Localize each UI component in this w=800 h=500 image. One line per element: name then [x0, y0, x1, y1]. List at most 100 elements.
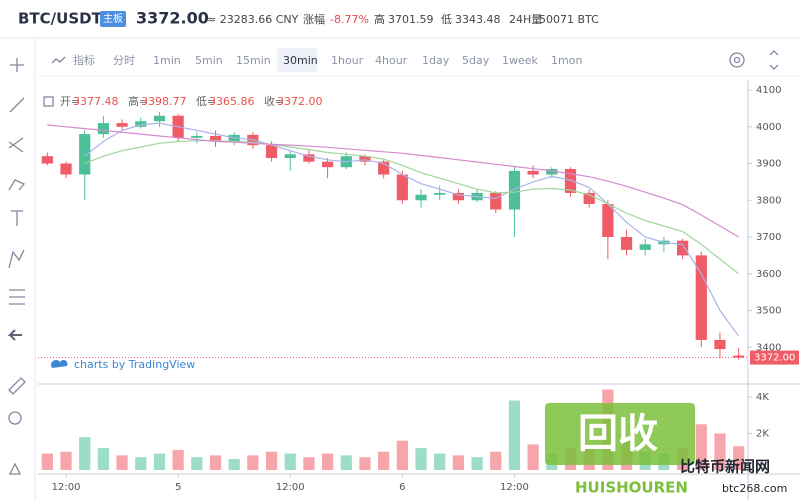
crosshair-tool[interactable]: [10, 58, 24, 72]
logo-site: 比特币新闻网: [680, 458, 770, 476]
interval-button[interactable]: 1mon: [551, 54, 582, 67]
symbol[interactable]: BTC/USDT: [18, 10, 103, 28]
volume-bar: [153, 453, 166, 470]
interval-button[interactable]: 5min: [195, 54, 223, 67]
x-tick-label: 6: [399, 482, 405, 493]
volume-bar: [322, 453, 334, 470]
candle-body: [396, 174, 408, 201]
candle-body: [714, 339, 726, 350]
candle-body: [733, 355, 745, 358]
logo-brand: HUISHOUREN: [575, 479, 688, 497]
candle-body: [639, 244, 651, 250]
candle-body: [546, 169, 558, 175]
interval-button[interactable]: 分时: [113, 54, 135, 67]
y-tick-label: 3600: [756, 269, 781, 280]
candle-body: [191, 135, 203, 138]
volume-bar: [415, 448, 427, 470]
y-tick-label: 3900: [756, 159, 781, 170]
candle-body: [527, 170, 539, 175]
toolbar: 指标 分时 1min 5min 15min 30min 1hour 4hour 1day 5day…: [73, 53, 582, 67]
last-price-tag: [750, 350, 799, 365]
legend-value: 3398.77: [141, 95, 187, 108]
volume-label: 24H量: [509, 13, 542, 26]
ohlc-legend: 开=3377.48 高=3398.77 低=3365.86 收=3372.00: [60, 94, 323, 108]
active-interval: [277, 48, 317, 72]
y-tick-label: 4100: [756, 85, 781, 96]
volume-bar: [265, 451, 278, 470]
volume-bar: [359, 457, 371, 470]
interval-button[interactable]: 30min: [283, 54, 318, 67]
volume-bar: [135, 457, 147, 470]
pattern-tool[interactable]: [8, 249, 25, 269]
volume-bar: [508, 400, 521, 470]
volume-bar: [340, 455, 352, 470]
brush-tool[interactable]: [8, 179, 26, 191]
volume-bar: [284, 453, 296, 470]
candle-body: [116, 123, 128, 127]
candle-body: [620, 237, 633, 250]
volume-bar: [191, 457, 203, 470]
lock-tool[interactable]: [8, 462, 22, 475]
volume-bar: [247, 455, 259, 470]
legend-label: 开=: [60, 95, 80, 108]
candle-body: [135, 121, 147, 127]
moving-average: [47, 124, 740, 238]
zoom-tool[interactable]: [8, 411, 22, 425]
volume-bar: [378, 451, 390, 470]
logo-big: 回收: [578, 411, 658, 457]
x-tick-label: 12:00: [500, 482, 529, 493]
volume-bar: [228, 459, 240, 470]
back-tool[interactable]: [7, 329, 22, 341]
volume-bar: [714, 433, 726, 470]
moving-average: [84, 140, 740, 275]
candle-body: [284, 154, 296, 159]
ruler-tool[interactable]: [8, 377, 26, 395]
watermark[interactable]: charts by TradingView: [74, 358, 195, 371]
logo-box: [545, 403, 695, 465]
y-tick-label: 4000: [756, 122, 781, 133]
candle-body: [602, 203, 614, 238]
interval-button[interactable]: 1week: [502, 54, 539, 67]
measure-tool[interactable]: [9, 289, 25, 305]
x-tick-label: 5: [175, 482, 181, 493]
interval-button[interactable]: 15min: [236, 54, 271, 67]
candle-body: [322, 161, 334, 168]
candle-body: [452, 192, 464, 201]
legend-toggle[interactable]: [43, 96, 54, 107]
text-tool[interactable]: [11, 210, 23, 226]
change-label: 涨幅: [303, 13, 325, 26]
volume: 50071 BTC: [539, 13, 599, 26]
y-tick-label: 3800: [756, 195, 781, 206]
fullscreen-icon[interactable]: [769, 50, 779, 70]
volume-tick-label: 2K: [756, 428, 769, 439]
candle-body: [41, 156, 53, 164]
line-tool[interactable]: [9, 97, 25, 113]
volume-bar: [490, 451, 502, 470]
candle-body: [209, 135, 222, 142]
legend-value: 3365.86: [209, 95, 255, 108]
candle-body: [153, 115, 166, 122]
volume-bar: [434, 453, 446, 470]
interval-button[interactable]: 5day: [462, 54, 490, 67]
badge: 主板: [103, 12, 123, 25]
header-bar: [0, 0, 800, 38]
interval-button[interactable]: 4hour: [375, 54, 408, 67]
volume-bar: [303, 457, 315, 470]
fib-tool[interactable]: [8, 137, 24, 153]
badge-bg: [100, 11, 126, 27]
moving-average: [84, 122, 740, 337]
candle-body: [265, 145, 278, 159]
interval-button[interactable]: 1min: [153, 54, 181, 67]
interval-button[interactable]: 1day: [422, 54, 450, 67]
volume-bar: [41, 453, 53, 470]
candle-body: [695, 255, 707, 340]
volume-bar: [471, 457, 483, 470]
volume-tick-label: 4K: [756, 392, 769, 403]
interval-button[interactable]: 1hour: [331, 54, 364, 67]
interval-button[interactable]: 指标: [73, 53, 95, 67]
settings-icon[interactable]: [729, 52, 745, 68]
volume-bar: [695, 424, 707, 470]
candle-body: [97, 123, 109, 135]
volume-bar: [60, 451, 72, 470]
